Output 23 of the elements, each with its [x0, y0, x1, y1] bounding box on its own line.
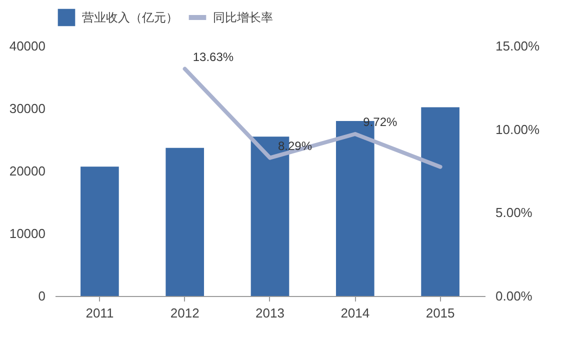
- line-series: [182, 66, 442, 169]
- y2-tick-label: 5.00%: [496, 205, 533, 220]
- legend-label: 营业收入（亿元）: [82, 10, 178, 24]
- x-tick-label: 2011: [86, 306, 114, 320]
- y-tick-label: 20000: [9, 164, 46, 178]
- y-tick-label: 0: [38, 288, 46, 304]
- data-label: 13.63%: [192, 50, 234, 64]
- y2-tick-label: 15.00%: [496, 38, 540, 54]
- y-tick-label: 40000: [9, 38, 46, 54]
- bar: [166, 148, 204, 296]
- bar: [421, 107, 460, 296]
- data-label: 8.29%: [278, 138, 312, 153]
- x-tick-label: 2012: [170, 306, 200, 320]
- y-tick-label: 10000: [9, 226, 46, 241]
- y-tick-label: 30000: [9, 101, 46, 116]
- legend-label: 同比增长率: [213, 10, 273, 24]
- y2-tick-label: 0.00%: [496, 288, 533, 304]
- data-label: 9.72%: [363, 115, 398, 129]
- bar: [80, 166, 119, 296]
- x-tick-label: 2013: [256, 306, 284, 320]
- x-tick-label: 2015: [426, 306, 455, 320]
- y2-tick-label: 10.00%: [496, 122, 540, 137]
- x-tick-label: 2014: [340, 306, 370, 320]
